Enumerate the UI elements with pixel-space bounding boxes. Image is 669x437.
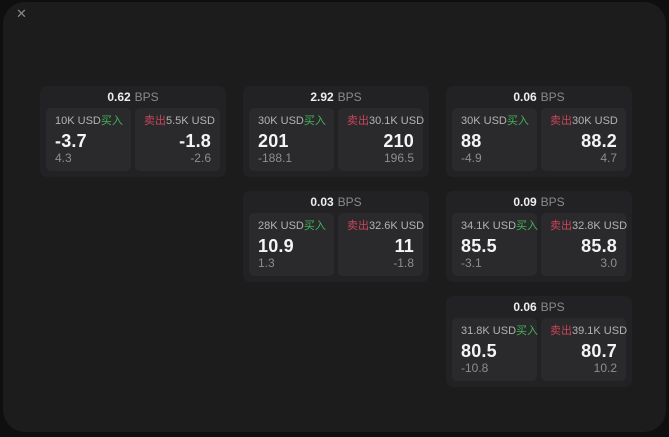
sell-price: 11 xyxy=(394,236,414,256)
quote-card[interactable]: 0.03 BPS 28K USD 买入 10.9 1.3 卖出 32.6K US… xyxy=(243,191,429,282)
sell-delta: 4.7 xyxy=(600,151,617,165)
sell-side-label: 卖出 xyxy=(550,115,572,127)
bps-value: 0.06 xyxy=(513,90,537,104)
bps-value: 0.06 xyxy=(513,300,537,314)
quote-card[interactable]: 2.92 BPS 30K USD 买入 201 -188.1 卖出 30.1K … xyxy=(243,86,429,177)
buy-side-label: 买入 xyxy=(100,115,123,127)
close-icon[interactable]: ✕ xyxy=(16,6,27,21)
buy-price: 201 xyxy=(258,131,289,151)
sell-side-label: 卖出 xyxy=(144,115,166,127)
card-header: 0.06 BPS xyxy=(446,296,632,318)
bps-unit-label: BPS xyxy=(540,90,565,104)
sell-amount: 30K USD xyxy=(572,115,618,127)
sell-amount: 39.1K USD xyxy=(572,325,628,337)
quote-card[interactable]: 0.06 BPS 31.8K USD 买入 80.5 -10.8 卖出 39.1… xyxy=(446,296,632,387)
bps-value: 2.92 xyxy=(310,90,334,104)
sell-panel[interactable]: 卖出 39.1K USD 80.7 10.2 xyxy=(541,318,628,381)
buy-amount: 28K USD xyxy=(258,220,304,232)
buy-price: 88 xyxy=(461,131,482,151)
sell-amount: 30.1K USD xyxy=(369,115,425,127)
buy-panel[interactable]: 10K USD 买入 -3.7 4.3 xyxy=(46,108,131,171)
sell-price: 80.7 xyxy=(581,341,617,361)
sell-panel[interactable]: 卖出 30K USD 88.2 4.7 xyxy=(541,108,626,171)
panels-row: 10K USD 买入 -3.7 4.3 卖出 5.5K USD -1.8 -2.… xyxy=(40,108,226,177)
card-header: 0.62 BPS xyxy=(40,86,226,108)
card-header: 2.92 BPS xyxy=(243,86,429,108)
buy-delta: 4.3 xyxy=(55,151,72,165)
buy-price: 85.5 xyxy=(461,236,497,256)
sell-price: -1.8 xyxy=(179,131,211,151)
quote-card[interactable]: 0.09 BPS 34.1K USD 买入 85.5 -3.1 卖出 32.8K… xyxy=(446,191,632,282)
bps-value: 0.09 xyxy=(513,195,537,209)
buy-side-label: 买入 xyxy=(303,115,326,127)
bps-value: 0.62 xyxy=(107,90,131,104)
buy-amount: 31.8K USD xyxy=(461,325,517,337)
sell-side-label: 卖出 xyxy=(347,220,369,232)
sell-panel[interactable]: 卖出 32.8K USD 85.8 3.0 xyxy=(541,213,628,276)
card-header: 0.09 BPS xyxy=(446,191,632,213)
sell-delta: -1.8 xyxy=(393,256,414,270)
bps-value: 0.03 xyxy=(310,195,334,209)
sell-side-label: 卖出 xyxy=(550,325,572,337)
buy-delta: 1.3 xyxy=(258,256,275,270)
buy-panel[interactable]: 30K USD 买入 201 -188.1 xyxy=(249,108,334,171)
sell-side-label: 卖出 xyxy=(347,115,369,127)
buy-side-label: 买入 xyxy=(506,115,529,127)
buy-side-label: 买入 xyxy=(516,220,539,232)
buy-delta: -188.1 xyxy=(258,151,293,165)
panels-row: 30K USD 买入 88 -4.9 卖出 30K USD 88.2 4.7 xyxy=(446,108,632,177)
buy-price: -3.7 xyxy=(55,131,87,151)
buy-amount: 34.1K USD xyxy=(461,220,517,232)
card-header: 0.03 BPS xyxy=(243,191,429,213)
sell-panel[interactable]: 卖出 30.1K USD 210 196.5 xyxy=(338,108,425,171)
buy-panel[interactable]: 34.1K USD 买入 85.5 -3.1 xyxy=(452,213,539,276)
sell-price: 88.2 xyxy=(581,131,617,151)
buy-panel[interactable]: 31.8K USD 买入 80.5 -10.8 xyxy=(452,318,539,381)
bps-unit-label: BPS xyxy=(337,90,362,104)
bps-unit-label: BPS xyxy=(337,195,362,209)
panels-row: 30K USD 买入 201 -188.1 卖出 30.1K USD 210 1… xyxy=(243,108,429,177)
sell-amount: 32.8K USD xyxy=(572,220,628,232)
buy-amount: 30K USD xyxy=(461,115,507,127)
sell-panel[interactable]: 卖出 32.6K USD 11 -1.8 xyxy=(338,213,425,276)
buy-price: 80.5 xyxy=(461,341,497,361)
buy-price: 10.9 xyxy=(258,236,294,256)
bps-unit-label: BPS xyxy=(540,195,565,209)
sell-price: 210 xyxy=(383,131,414,151)
sell-delta: -2.6 xyxy=(190,151,211,165)
buy-delta: -4.9 xyxy=(461,151,482,165)
buy-delta: -10.8 xyxy=(461,361,489,375)
buy-side-label: 买入 xyxy=(516,325,539,337)
sell-delta: 10.2 xyxy=(593,361,617,375)
buy-amount: 30K USD xyxy=(258,115,304,127)
buy-amount: 10K USD xyxy=(55,115,101,127)
bps-unit-label: BPS xyxy=(540,300,565,314)
sell-amount: 5.5K USD xyxy=(166,115,215,127)
cards-grid: 0.62 BPS 10K USD 买入 -3.7 4.3 卖出 5.5K USD xyxy=(40,86,632,387)
sell-delta: 196.5 xyxy=(383,151,414,165)
card-header: 0.06 BPS xyxy=(446,86,632,108)
bps-unit-label: BPS xyxy=(134,90,159,104)
panels-row: 34.1K USD 买入 85.5 -3.1 卖出 32.8K USD 85.8… xyxy=(446,213,632,282)
quote-card[interactable]: 0.06 BPS 30K USD 买入 88 -4.9 卖出 30K USD xyxy=(446,86,632,177)
sell-delta: 3.0 xyxy=(600,256,617,270)
main-panel: ✕ 0.62 BPS 10K USD 买入 -3.7 4.3 卖 xyxy=(3,2,666,432)
panels-row: 28K USD 买入 10.9 1.3 卖出 32.6K USD 11 -1.8 xyxy=(243,213,429,282)
sell-amount: 32.6K USD xyxy=(369,220,425,232)
quote-card[interactable]: 0.62 BPS 10K USD 买入 -3.7 4.3 卖出 5.5K USD xyxy=(40,86,226,177)
sell-panel[interactable]: 卖出 5.5K USD -1.8 -2.6 xyxy=(135,108,220,171)
sell-side-label: 卖出 xyxy=(550,220,572,232)
buy-panel[interactable]: 30K USD 买入 88 -4.9 xyxy=(452,108,537,171)
buy-side-label: 买入 xyxy=(303,220,326,232)
buy-delta: -3.1 xyxy=(461,256,482,270)
panels-row: 31.8K USD 买入 80.5 -10.8 卖出 39.1K USD 80.… xyxy=(446,318,632,387)
sell-price: 85.8 xyxy=(581,236,617,256)
buy-panel[interactable]: 28K USD 买入 10.9 1.3 xyxy=(249,213,334,276)
